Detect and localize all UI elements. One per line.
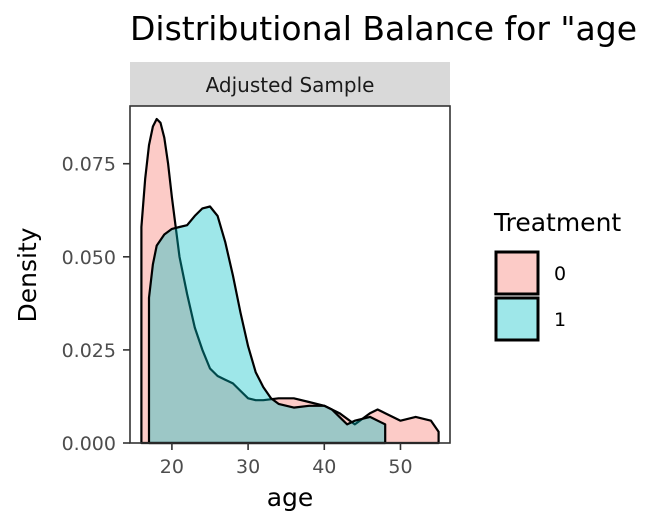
y-tick-label: 0.075 [62,154,116,176]
legend-label-1: 1 [554,309,566,331]
legend-key-0 [494,250,540,296]
x-tick-label: 40 [312,456,336,478]
y-axis-title: Density [13,227,42,322]
x-tick-label: 30 [236,456,260,478]
facet-strip: Adjusted Sample [130,62,450,106]
legend-key-background [496,298,538,340]
y-tick-label: 0.050 [62,247,116,269]
legend-label-0: 0 [554,263,566,285]
legend: Treatment 01 [493,208,621,342]
x-tick-label: 20 [160,456,184,478]
strip-label: Adjusted Sample [206,73,375,97]
density-area-series-0 [140,117,440,445]
y-tick-label: 0.000 [62,433,116,455]
x-axis-title: age [267,483,314,512]
density-area-series-1 [147,205,387,445]
legend-title: Treatment [493,208,621,237]
legend-key-1 [494,296,540,342]
series-layer [140,117,440,445]
strip-background [130,62,450,106]
x-axis: 20 30 40 50 [160,443,413,478]
x-tick-label: 50 [388,456,412,478]
y-tick-label: 0.025 [62,340,116,362]
legend-entries: 01 [494,250,566,342]
plot-panel [129,105,451,445]
chart-title: Distributional Balance for "age [130,9,637,48]
y-axis: 0.000 0.025 0.050 0.075 [62,154,130,455]
legend-key-background [496,252,538,294]
panel-border [129,105,451,444]
